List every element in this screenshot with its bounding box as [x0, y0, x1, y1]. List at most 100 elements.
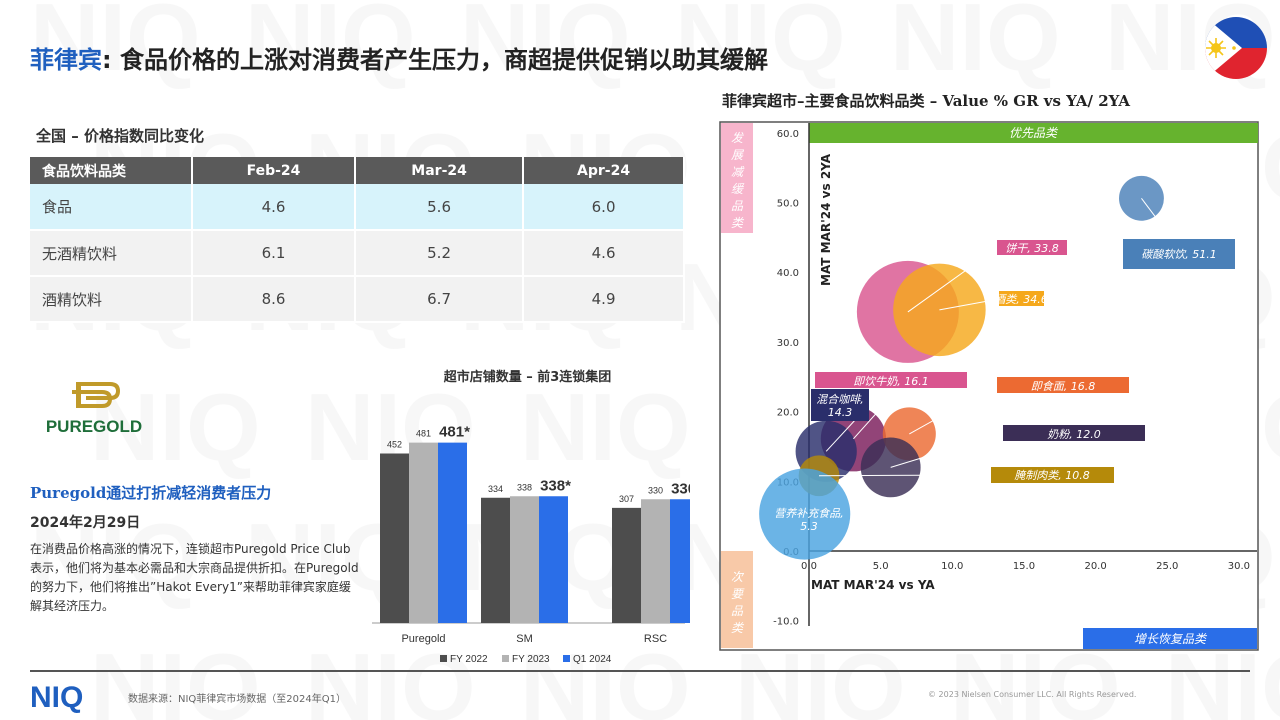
table-cell: 4.6	[523, 230, 685, 277]
y-tick-label: 30.0	[777, 338, 799, 349]
table-row: 酒精饮料 8.6 6.7 4.9	[30, 276, 685, 323]
page-title-rest: : 食品价格的上涨对消费者产生压力，商超提供促销以助其缓解	[102, 46, 768, 74]
bubble-leader-line	[1141, 198, 1173, 240]
bar-sm-1	[510, 496, 539, 623]
bar-category-label: RSC	[644, 633, 667, 645]
philippines-flag-icon	[1205, 17, 1267, 79]
quadrant-priority-label: 优先品类	[1009, 126, 1059, 140]
bubble-label-box	[997, 240, 1067, 255]
bubble-label-box	[991, 467, 1114, 483]
bubble-label: 碳酸软饮, 51.1	[1141, 248, 1217, 261]
bubble-label-box	[999, 291, 1044, 306]
bubble-label: 营养补充食品,	[774, 507, 844, 520]
price-index-table: 食品饮料品类 Feb-24 Mar-24 Apr-24 食品 4.6 5.6 6…	[30, 157, 685, 323]
quadrant-slowdown-band	[721, 123, 753, 233]
bubble-label: 即食面, 16.8	[1031, 380, 1096, 393]
bubble-label-box	[811, 389, 869, 421]
bubble-label: 酒类, 34.6	[994, 293, 1048, 306]
y-tick-label: -10.0	[773, 617, 799, 628]
bar-sm-0	[481, 497, 510, 623]
y-tick-label: 60.0	[777, 129, 799, 140]
article-date: 2024年2月29日	[30, 515, 141, 531]
bar-value-label: 481*	[439, 424, 470, 441]
quadrant-recovery-label: 增长恢复品类	[1134, 632, 1208, 646]
bar-sm-2	[539, 496, 568, 623]
legend-label: FY 2022	[450, 654, 488, 665]
puregold-logo: PUREGOLD	[46, 382, 142, 436]
bar-value-label: 452	[387, 440, 402, 450]
table-header-row: 食品饮料品类 Feb-24 Mar-24 Apr-24	[30, 157, 685, 184]
puregold-logo-text: PUREGOLD	[46, 417, 142, 436]
bubble-酒类	[893, 263, 986, 357]
quadrant-secondary-band	[721, 551, 753, 648]
legend-swatch	[440, 655, 447, 662]
x-tick-label: 25.0	[1156, 561, 1178, 572]
table-cell: 4.9	[523, 276, 685, 323]
table-header-cell: Apr-24	[523, 157, 685, 184]
bubble-label: 即饮牛奶, 16.1	[853, 375, 929, 388]
bubble-营养补充食品	[759, 468, 851, 560]
quadrant-secondary-char: 品	[731, 604, 744, 618]
table-cell: 8.6	[192, 276, 356, 323]
quadrant-secondary-char: 要	[731, 587, 745, 601]
table-cell: 无酒精饮料	[30, 230, 193, 277]
table-cell: 食品	[30, 184, 193, 231]
y-tick-label: 20.0	[777, 408, 799, 419]
bubble-碳酸软饮	[1119, 175, 1164, 221]
bubble-leader-line	[853, 387, 900, 440]
table-header-cell: Mar-24	[355, 157, 525, 184]
bar-value-label: 338	[517, 482, 532, 492]
store-count-bar-chart: 452 481 481* Puregold 334 338 338* SM 307 330 330*…	[372, 424, 690, 665]
bubble-label: 饼干, 33.8	[1005, 242, 1059, 255]
bubble-leader-line	[819, 474, 992, 477]
bubble-leader-line	[907, 247, 998, 313]
bar-category-label: Puregold	[401, 633, 445, 645]
bubble-label-box	[815, 372, 967, 388]
x-tick-label: 10.0	[941, 561, 963, 572]
x-tick-label: 30.0	[1228, 561, 1250, 572]
bar-value-label: 307	[619, 494, 634, 504]
x-tick-label: 0.0	[801, 561, 817, 572]
category-bubble-chart: 优先品类发展减缓品类次要品类增长恢复品类-10.00.010.020.030.0…	[719, 121, 1259, 651]
bubble-leader-line	[909, 384, 998, 435]
x-tick-label: 20.0	[1084, 561, 1106, 572]
bubble-leader-line	[890, 432, 1004, 468]
table-cell: 6.1	[192, 230, 356, 277]
bar-puregold-0	[380, 453, 409, 623]
table-row: 无酒精饮料 6.1 5.2 4.6	[30, 230, 685, 277]
bar-rsc-1	[641, 499, 670, 623]
table-cell: 6.0	[523, 184, 685, 231]
quadrant-secondary-char: 次	[731, 570, 745, 584]
table-cell: 酒精饮料	[30, 276, 193, 323]
table-cell: 6.7	[355, 276, 525, 323]
bubble-leader-line	[939, 298, 1000, 311]
bubble-chart-title: 菲律宾超市–主要食品饮料品类 – Value % GR vs YA/ 2YA	[722, 92, 1131, 110]
bubble-label-value: 5.3	[800, 520, 818, 533]
legend-label: FY 2023	[512, 654, 550, 665]
bar-puregold-2	[438, 442, 467, 623]
bubble-label-value: 14.3	[828, 406, 853, 419]
bar-value-label: 330*	[671, 480, 690, 497]
y-tick-label: 50.0	[777, 199, 799, 210]
bubble-label: 奶粉, 12.0	[1047, 428, 1101, 441]
x-axis-title: MAT MAR'24 vs YA	[811, 578, 935, 592]
page-title: 菲律宾: 食品价格的上涨对消费者产生压力，商超提供促销以助其缓解	[30, 40, 768, 75]
x-tick-label: 15.0	[1013, 561, 1035, 572]
table-cell: 5.2	[355, 230, 525, 277]
watermark-text: NIQ	[90, 634, 261, 720]
article-headline: Puregold通过打折减轻消费者压力	[30, 484, 272, 502]
bubble-label: 混合咖啡,	[816, 393, 864, 406]
price-table-subtitle: 全国 – 价格指数同比变化	[36, 127, 204, 145]
bar-value-label: 334	[488, 484, 503, 494]
table-header-cell: Feb-24	[192, 157, 356, 184]
quadrant-slowdown-char: 展	[731, 148, 745, 162]
quadrant-slowdown-char: 减	[731, 165, 745, 179]
footer-divider	[30, 670, 1250, 672]
legend-swatch	[502, 655, 509, 662]
y-tick-label: 40.0	[777, 268, 799, 279]
table-cell: 5.6	[355, 184, 525, 231]
quadrant-slowdown-char: 类	[731, 216, 745, 230]
quadrant-slowdown-char: 品	[731, 199, 744, 213]
quadrant-secondary-char: 类	[731, 621, 745, 635]
bar-category-label: SM	[516, 633, 533, 645]
